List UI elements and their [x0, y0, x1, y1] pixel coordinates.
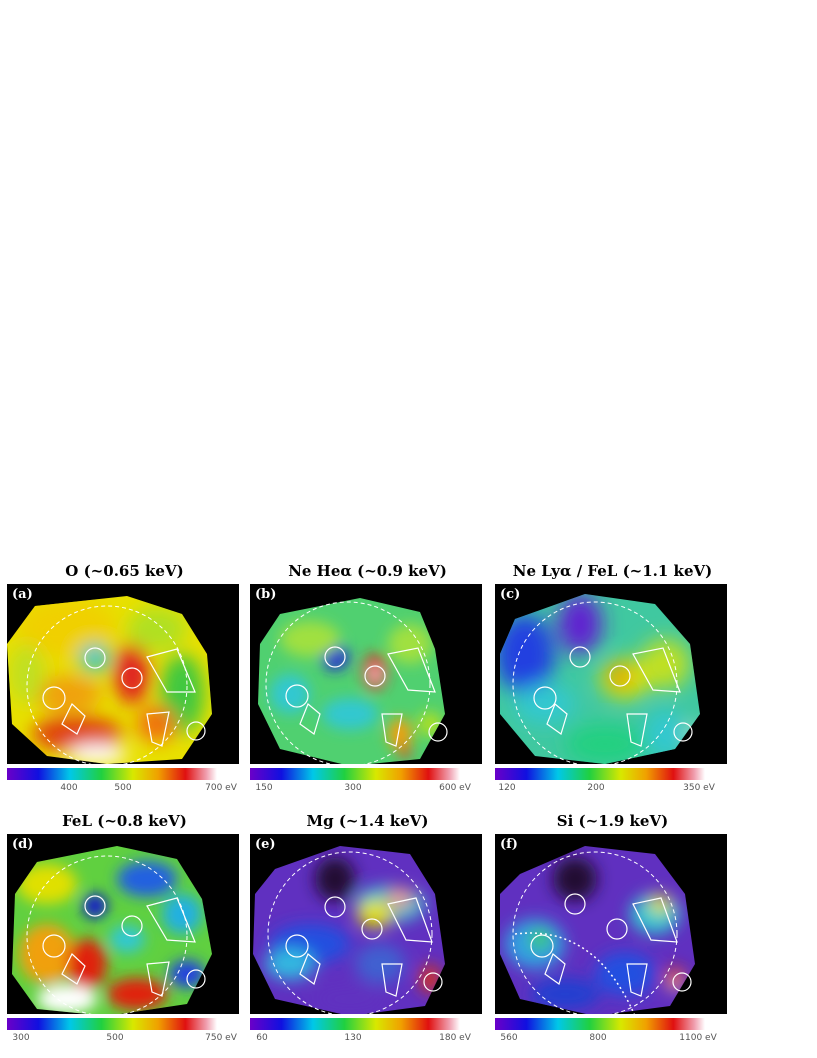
panel-label: (e)	[255, 837, 276, 852]
panel-title: O (~0.65 keV)	[65, 562, 184, 580]
tick-label: 150	[255, 783, 273, 793]
abundance-map: (a)	[7, 584, 239, 764]
abundance-map: (b)	[250, 584, 482, 764]
map-graphic	[7, 596, 212, 764]
tick-label: 800	[589, 1033, 607, 1043]
map-graphic	[253, 846, 445, 1014]
colorbar	[7, 1018, 217, 1030]
panel-title: Ne Heα (~0.9 keV)	[288, 562, 447, 580]
panel-title: FeL (~0.8 keV)	[62, 812, 187, 830]
tick-label: 700 eV	[205, 783, 237, 793]
panel-title: Si (~1.9 keV)	[556, 812, 669, 830]
colorbar-ticks: 300 500 750 eV	[7, 1033, 242, 1045]
tick-label: 1100 eV	[679, 1033, 717, 1043]
tick-label: 200	[587, 783, 605, 793]
panel-title: Mg (~1.4 keV)	[306, 812, 429, 830]
colorbar-ticks: 560 800 1100 eV	[495, 1033, 730, 1045]
tick-label: 300	[344, 783, 362, 793]
abundance-map: (c)	[495, 584, 727, 764]
map-graphic	[500, 594, 700, 764]
panel-label: (a)	[12, 587, 33, 602]
colorbar-ticks: 400 500 700 eV	[7, 783, 242, 795]
colorbar-ticks: 150 300 600 eV	[250, 783, 485, 795]
tick-label: 130	[344, 1033, 362, 1043]
panel-label: (d)	[12, 837, 34, 852]
tick-label: 300	[12, 1033, 30, 1043]
colorbar	[495, 1018, 705, 1030]
panel-title: Ne Lyα / FeL (~1.1 keV)	[512, 562, 713, 580]
colorbar	[250, 1018, 460, 1030]
tick-label: 60	[256, 1033, 268, 1043]
tick-label: 500	[106, 1033, 124, 1043]
tick-label: 400	[60, 783, 78, 793]
panel-label: (b)	[255, 587, 277, 602]
tick-label: 600 eV	[439, 783, 471, 793]
abundance-map: (f)	[495, 834, 727, 1014]
tick-label: 350 eV	[683, 783, 715, 793]
abundance-map: (e)	[250, 834, 482, 1014]
map-graphic	[12, 846, 212, 1014]
panel-label: (c)	[500, 587, 521, 602]
colorbar	[250, 768, 460, 780]
tick-label: 500	[114, 783, 132, 793]
colorbar-ticks: 60 130 180 eV	[250, 1033, 485, 1045]
colorbar	[495, 768, 705, 780]
panel-label: (f)	[500, 837, 518, 852]
abundance-map: (d)	[7, 834, 239, 1014]
colorbar	[7, 768, 217, 780]
tick-label: 750 eV	[205, 1033, 237, 1043]
colorbar-ticks: 120 200 350 eV	[495, 783, 730, 795]
tick-label: 120	[498, 783, 516, 793]
tick-label: 180 eV	[439, 1033, 471, 1043]
map-graphic	[258, 598, 448, 764]
map-graphic	[500, 846, 695, 1014]
tick-label: 560	[500, 1033, 518, 1043]
